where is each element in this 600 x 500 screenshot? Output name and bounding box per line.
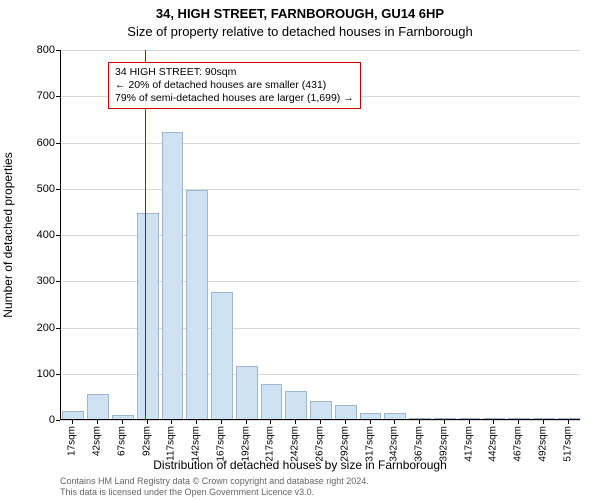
histogram-bar [409,418,431,419]
x-tick-label: 192sqm [240,426,251,462]
y-tick-mark [56,189,60,190]
x-tick-label: 317sqm [364,426,375,462]
histogram-bar [186,190,208,419]
x-tick-mark [171,420,172,424]
x-tick-label: 67sqm [116,426,127,456]
x-tick-mark [320,420,321,424]
y-tick-label: 400 [15,229,55,241]
x-tick-label: 292sqm [339,426,350,462]
title-secondary: Size of property relative to detached ho… [0,24,600,39]
histogram-bar [335,405,357,419]
histogram-bar [533,418,555,419]
x-tick-label: 467sqm [513,426,524,462]
x-tick-mark [469,420,470,424]
histogram-bar [112,415,134,419]
x-tick-mark [543,420,544,424]
annotation-box: 34 HIGH STREET: 90sqm ← 20% of detached … [108,62,361,109]
histogram-bar [508,418,530,419]
histogram-bar [360,413,382,419]
annotation-line: ← 20% of detached houses are smaller (43… [115,79,354,92]
x-tick-mark [97,420,98,424]
histogram-bar [162,132,184,419]
chart-container: 34, HIGH STREET, FARNBOROUGH, GU14 6HP S… [0,0,600,500]
x-tick-mark [370,420,371,424]
histogram-bar [62,411,84,419]
x-tick-mark [147,420,148,424]
x-tick-label: 442sqm [488,426,499,462]
histogram-bar [310,401,332,420]
x-tick-label: 117sqm [166,426,177,461]
histogram-bar [211,292,233,419]
gridline [61,189,580,190]
annotation-line: 34 HIGH STREET: 90sqm [115,66,354,79]
x-tick-label: 42sqm [92,426,103,456]
x-tick-label: 217sqm [265,426,276,462]
x-tick-mark [221,420,222,424]
x-tick-mark [72,420,73,424]
gridline [61,50,580,51]
x-tick-label: 167sqm [215,426,226,462]
x-tick-mark [122,420,123,424]
x-tick-label: 267sqm [315,426,326,462]
histogram-bar [558,418,580,419]
y-tick-label: 500 [15,183,55,195]
y-tick-mark [56,50,60,51]
x-tick-mark [568,420,569,424]
histogram-bar [384,413,406,419]
y-axis-label: Number of detached properties [1,152,15,317]
histogram-bar [285,391,307,419]
histogram-bar [434,418,456,419]
x-tick-label: 142sqm [191,426,202,462]
y-tick-mark [56,143,60,144]
y-tick-label: 700 [15,90,55,102]
footer-line: This data is licensed under the Open Gov… [60,487,580,498]
footer-attribution: Contains HM Land Registry data © Crown c… [60,476,580,498]
y-tick-mark [56,420,60,421]
annotation-line: 79% of semi-detached houses are larger (… [115,92,354,105]
x-tick-mark [493,420,494,424]
histogram-bar [236,366,258,419]
y-tick-label: 600 [15,137,55,149]
y-tick-mark [56,96,60,97]
x-tick-label: 242sqm [290,426,301,462]
x-tick-mark [419,420,420,424]
x-tick-mark [394,420,395,424]
y-tick-mark [56,235,60,236]
histogram-bar [87,394,109,419]
x-tick-label: 17sqm [67,426,78,456]
x-tick-label: 392sqm [438,426,449,462]
gridline [61,143,580,144]
x-tick-label: 92sqm [141,426,152,456]
footer-line: Contains HM Land Registry data © Crown c… [60,476,580,487]
histogram-bar [483,418,505,419]
x-tick-mark [444,420,445,424]
title-primary: 34, HIGH STREET, FARNBOROUGH, GU14 6HP [0,6,600,21]
y-tick-label: 800 [15,44,55,56]
x-tick-label: 492sqm [537,426,548,462]
x-tick-label: 417sqm [463,426,474,462]
y-tick-label: 300 [15,275,55,287]
histogram-bar [137,213,159,419]
y-tick-mark [56,281,60,282]
y-tick-label: 100 [15,368,55,380]
y-tick-mark [56,328,60,329]
x-tick-label: 517sqm [562,426,573,462]
x-tick-mark [246,420,247,424]
x-tick-label: 367sqm [414,426,425,462]
x-tick-mark [295,420,296,424]
y-tick-mark [56,374,60,375]
histogram-bar [459,418,481,419]
histogram-bar [261,384,283,419]
x-tick-mark [345,420,346,424]
x-tick-label: 342sqm [389,426,400,462]
y-tick-label: 200 [15,322,55,334]
y-tick-label: 0 [15,414,55,426]
x-tick-mark [196,420,197,424]
x-tick-mark [270,420,271,424]
x-tick-mark [518,420,519,424]
